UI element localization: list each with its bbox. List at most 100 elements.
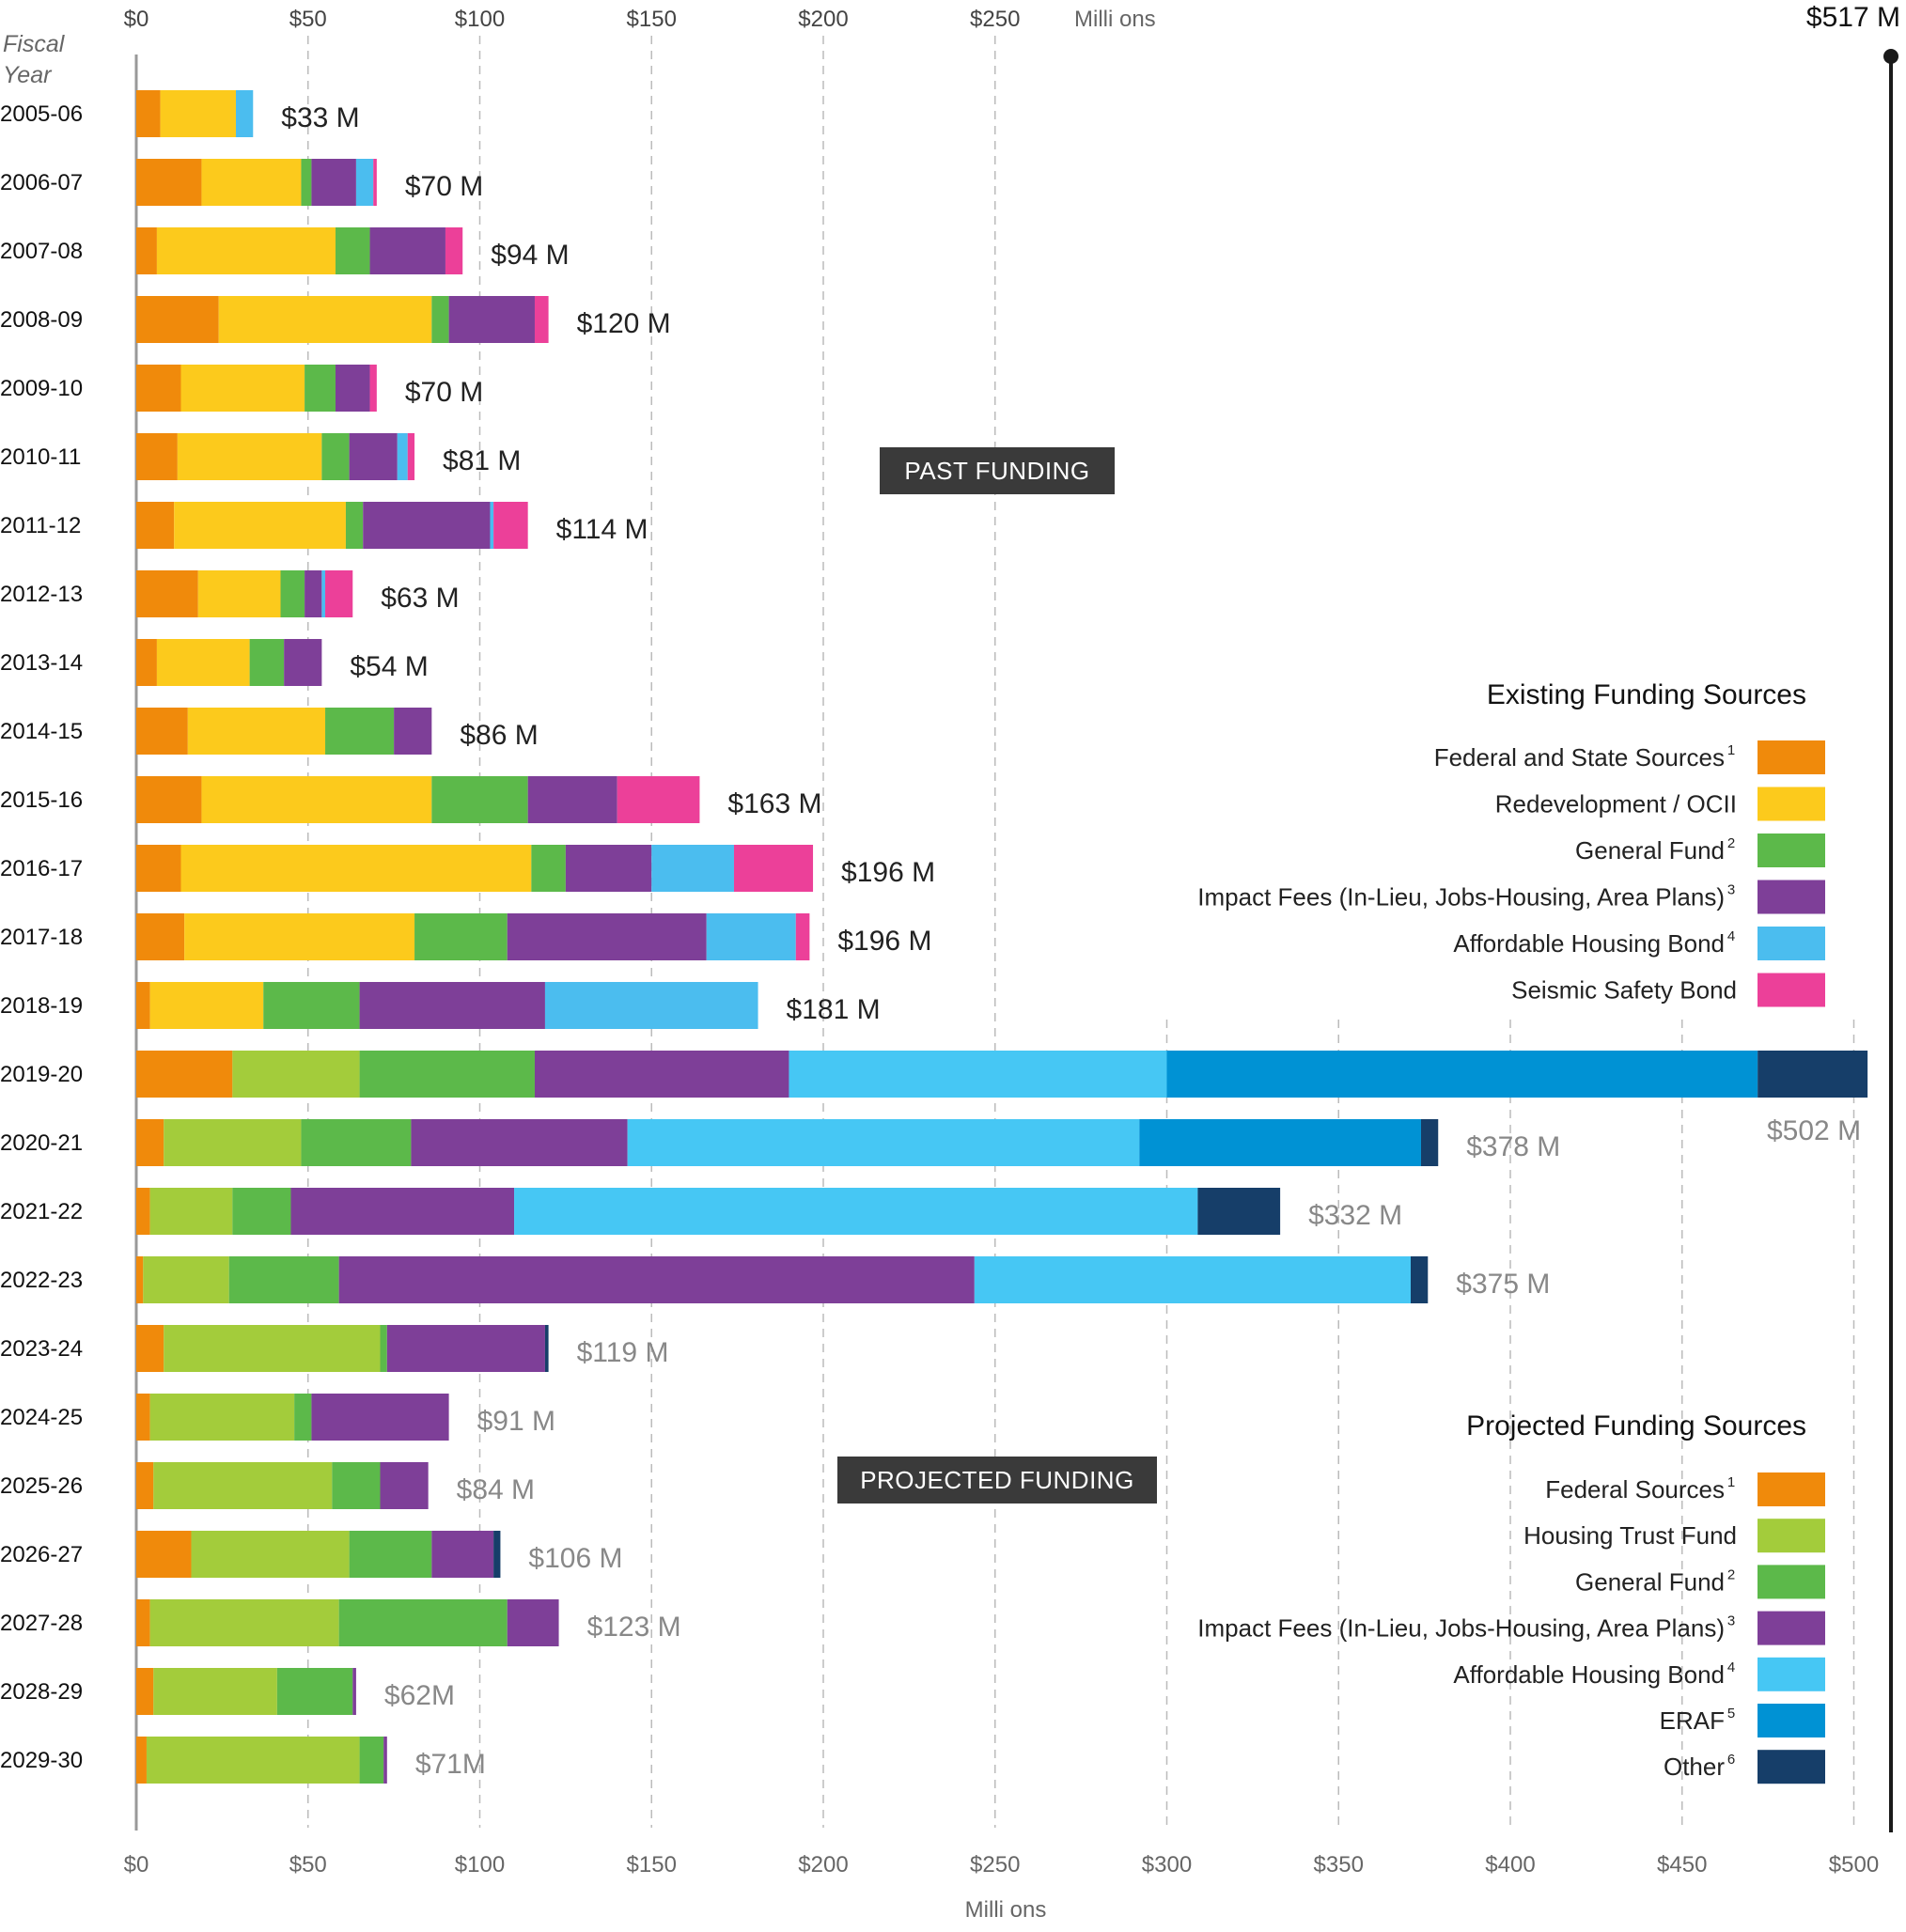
bar-segment-impact (534, 1051, 789, 1098)
bar-segment-federal (136, 1188, 150, 1235)
year-label: 2026-27 (0, 1542, 83, 1567)
bar-total-label: $378 M (1466, 1131, 1560, 1162)
bar-segment-redevelopment (180, 365, 305, 412)
bar-segment-general (249, 639, 285, 686)
year-label: 2027-28 (0, 1611, 83, 1636)
year-label: 2007-08 (0, 239, 83, 264)
projected-legend-item-label: Affordable Housing Bond (1453, 1660, 1725, 1689)
existing-legend-item-label: Impact Fees (In-Lieu, Jobs-Housing, Area… (1197, 883, 1725, 911)
bar-segment-eraf (1166, 1051, 1758, 1098)
bar-segment-impact (411, 1119, 628, 1166)
bar-segment-ahb_past (397, 433, 408, 480)
bar-segment-impact (284, 639, 322, 686)
bar-segment-seismic (369, 365, 377, 412)
year-label: 2018-19 (0, 993, 83, 1019)
bar-segment-general (263, 982, 360, 1029)
year-label: 2014-15 (0, 719, 83, 744)
bar-segment-redevelopment (160, 90, 236, 137)
year-label: 2028-29 (0, 1679, 83, 1705)
bar-total-label: $70 M (405, 171, 483, 202)
bottom-tick-label: $200 (798, 1852, 848, 1877)
bar-segment-seismic (325, 570, 353, 617)
bar-segment-general (280, 570, 305, 617)
top-tick-label: $100 (455, 7, 505, 32)
bar-segment-federal (136, 296, 219, 343)
projected-legend-item-footnote: 2 (1727, 1566, 1735, 1582)
bottom-tick-label: $350 (1314, 1852, 1364, 1877)
bar-segment-federal (136, 1394, 150, 1441)
year-label: 2005-06 (0, 101, 83, 127)
year-label: 2024-25 (0, 1405, 83, 1430)
bar-segment-impact (380, 1462, 429, 1509)
bar-segment-federal (136, 1051, 233, 1098)
past-funding-badge-box (880, 447, 1115, 494)
bar-segment-federal (136, 1256, 144, 1303)
bar-segment-htf (191, 1531, 350, 1578)
bar-segment-other (493, 1531, 501, 1578)
bar-segment-impact (338, 1256, 975, 1303)
bar-segment-seismic (617, 776, 700, 823)
bar-segment-federal (136, 502, 175, 549)
bar-segment-redevelopment (174, 502, 346, 549)
projected-legend-item-footnote: 1 (1727, 1474, 1735, 1490)
existing-legend-item-footnote: 3 (1727, 882, 1735, 898)
bar-segment-impact (431, 1531, 494, 1578)
bar-segment-federal (136, 1325, 164, 1372)
bar-total-label: $120 M (577, 308, 671, 339)
bar-segment-ahb_past (544, 982, 758, 1029)
bar-total-label: $54 M (350, 651, 428, 682)
bar-segment-ahb_past (490, 502, 494, 549)
bar-segment-htf (232, 1051, 360, 1098)
bar-segment-impact (507, 1599, 559, 1646)
year-label: 2025-26 (0, 1473, 83, 1499)
year-label: 2012-13 (0, 582, 83, 607)
bar-segment-general (301, 1119, 412, 1166)
bar-total-label: $114 M (556, 514, 648, 545)
bar-segment-impact (448, 296, 535, 343)
bar-segment-redevelopment (156, 227, 336, 274)
projected-legend-item-footnote: 5 (1727, 1706, 1735, 1722)
year-label: 2011-12 (0, 513, 81, 538)
bar-segment-general (305, 365, 336, 412)
bar-segment-impact (311, 1394, 449, 1441)
bar-segment-redevelopment (187, 708, 326, 755)
existing-legend-item-label: Affordable Housing Bond (1453, 929, 1725, 958)
projected-legend-item-footnote: 6 (1727, 1752, 1735, 1768)
projected-legend-swatch (1758, 1657, 1825, 1691)
bar-segment-impact (359, 982, 545, 1029)
year-label: 2017-18 (0, 925, 83, 950)
bar-segment-ahb_past (706, 913, 796, 960)
bar-segment-federal (136, 639, 157, 686)
projected-legend-item-footnote: 3 (1727, 1613, 1735, 1629)
bar-segment-eraf (1139, 1119, 1421, 1166)
projected-legend-item-label: General Fund (1575, 1567, 1725, 1596)
year-label: 2023-24 (0, 1336, 83, 1362)
bar-segment-ahb (627, 1119, 1140, 1166)
bar-segment-federal (136, 1462, 154, 1509)
bar-segment-federal (136, 1531, 192, 1578)
projected-legend-swatch (1758, 1472, 1825, 1506)
bottom-tick-label: $50 (289, 1852, 327, 1877)
existing-legend-item-label: Redevelopment / OCII (1495, 790, 1737, 818)
bar-segment-federal (136, 708, 188, 755)
bar-segment-general (321, 433, 350, 480)
top-tick-label: $200 (798, 7, 848, 32)
bar-segment-seismic (733, 845, 814, 892)
bar-segment-general (332, 1462, 381, 1509)
bar-total-label: $62M (384, 1680, 455, 1711)
projected-legend-item-label: Housing Trust Fund (1523, 1521, 1737, 1550)
bar-segment-ahb_past (321, 570, 326, 617)
labels: 2005-06 $33 M 2006-07 $70 M 2007-08 $94 M 2008… (0, 101, 1861, 1780)
year-label: 2020-21 (0, 1130, 83, 1156)
bar-total-label: $63 M (381, 583, 459, 614)
year-label: 2015-16 (0, 787, 83, 813)
year-label: 2006-07 (0, 170, 83, 195)
top-tick-label: $0 (124, 7, 149, 32)
bottom-tick-label: $500 (1829, 1852, 1879, 1877)
legends: Existing Funding Sources Federal and Stat… (1197, 679, 1825, 1784)
bar-total-label: $181 M (787, 994, 881, 1025)
bar-segment-impact (363, 502, 491, 549)
year-label: 2013-14 (0, 650, 83, 676)
bar-segment-impact (352, 1668, 356, 1715)
bar-segment-impact (305, 570, 322, 617)
